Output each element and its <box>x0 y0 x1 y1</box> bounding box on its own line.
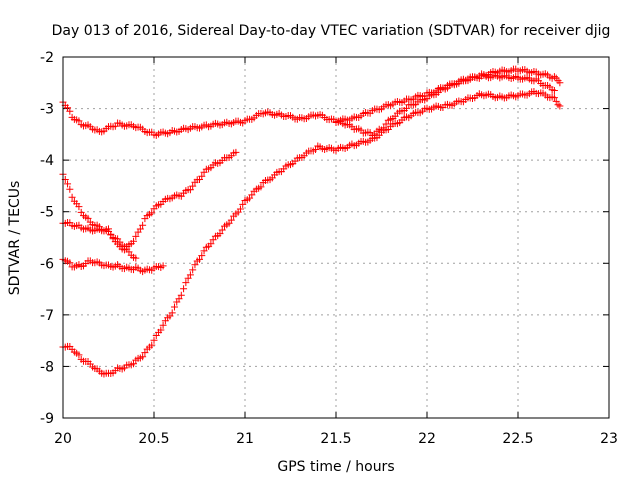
data-point <box>75 351 83 359</box>
data-point <box>105 225 112 233</box>
y-tick-label: -2 <box>40 50 54 66</box>
data-point <box>139 221 147 229</box>
data-point <box>191 261 199 269</box>
y-tick-label: -6 <box>40 256 54 272</box>
data-point <box>550 94 558 102</box>
data-point <box>216 230 224 238</box>
data-point <box>107 230 115 238</box>
x-tick-label: 20.5 <box>138 431 169 447</box>
data-point <box>207 240 215 248</box>
data-point <box>556 102 564 110</box>
data-point <box>312 146 320 154</box>
x-axis-label: GPS time / hours <box>277 459 394 475</box>
data-point <box>180 285 188 293</box>
data-point <box>157 326 165 334</box>
data-point <box>189 182 197 190</box>
data-point <box>200 247 208 255</box>
x-tick-label: 21.5 <box>320 431 351 447</box>
y-tick-label: -9 <box>40 411 54 427</box>
data-point <box>403 104 411 112</box>
x-tick-label: 23 <box>600 431 618 447</box>
data-point <box>239 200 247 208</box>
data-point <box>556 79 564 87</box>
x-tick-label: 22 <box>418 431 436 447</box>
data-point <box>189 266 197 274</box>
data-point <box>382 120 390 128</box>
data-point <box>148 209 156 217</box>
data-point <box>248 191 256 199</box>
data-point <box>139 353 147 361</box>
data-point <box>75 117 83 125</box>
x-tick-label: 22.5 <box>502 431 533 447</box>
data-point <box>84 214 92 222</box>
data-point <box>136 225 144 233</box>
data-point <box>66 185 74 193</box>
series-merge-branch <box>332 71 558 140</box>
data-point <box>550 87 558 95</box>
y-tick-label: -5 <box>40 205 54 221</box>
data-point <box>168 309 176 317</box>
data-point <box>198 252 206 260</box>
data-point <box>150 336 158 344</box>
y-tick-label: -8 <box>40 359 54 375</box>
y-tick-label: -3 <box>40 102 54 118</box>
data-point <box>186 186 194 194</box>
data-point <box>227 216 235 224</box>
tick-layer: 20 20.5 21 21.5 22 22.5 23 -9 -8 -7 -6 -5 -4 -3 -2 <box>40 50 618 447</box>
grid-layer <box>63 57 609 418</box>
data-point <box>159 262 167 270</box>
data-point <box>132 254 140 262</box>
x-tick-label: 21 <box>236 431 254 447</box>
data-point <box>554 101 562 109</box>
data-point <box>130 360 138 368</box>
data-point <box>177 291 185 299</box>
series-lower-short <box>59 255 167 276</box>
data-point <box>232 148 240 156</box>
data-point <box>66 107 74 115</box>
data-point <box>130 237 138 245</box>
data-point <box>236 205 244 213</box>
series-lower-long <box>59 88 564 378</box>
data-point <box>68 193 76 201</box>
data-point <box>380 124 388 132</box>
series-upper-mid <box>59 148 240 251</box>
data-point <box>159 321 167 329</box>
data-point <box>66 259 74 267</box>
data-point <box>132 232 140 240</box>
data-point <box>550 73 558 81</box>
y-tick-label: -4 <box>40 153 54 169</box>
data-point <box>170 303 178 311</box>
plot-frame <box>62 56 610 419</box>
data-point <box>257 183 265 191</box>
x-tick-label: 20 <box>54 431 72 447</box>
data-point <box>552 97 560 105</box>
data-point <box>198 172 206 180</box>
data-point <box>209 236 217 244</box>
data-point <box>196 255 203 263</box>
data-point <box>141 349 149 357</box>
data-point <box>218 226 226 234</box>
data-point <box>64 180 72 188</box>
data-point <box>186 271 194 279</box>
data-point <box>182 279 190 287</box>
chart-title: Day 013 of 2016, Sidereal Day-to-day VTE… <box>52 23 611 39</box>
data-point <box>148 341 156 349</box>
series-upper-short <box>59 219 140 262</box>
data-point <box>75 203 83 211</box>
data-marks <box>59 65 564 378</box>
y-tick-label: -7 <box>40 308 54 324</box>
y-axis-label: SDTVAR / TECUs <box>7 181 23 296</box>
